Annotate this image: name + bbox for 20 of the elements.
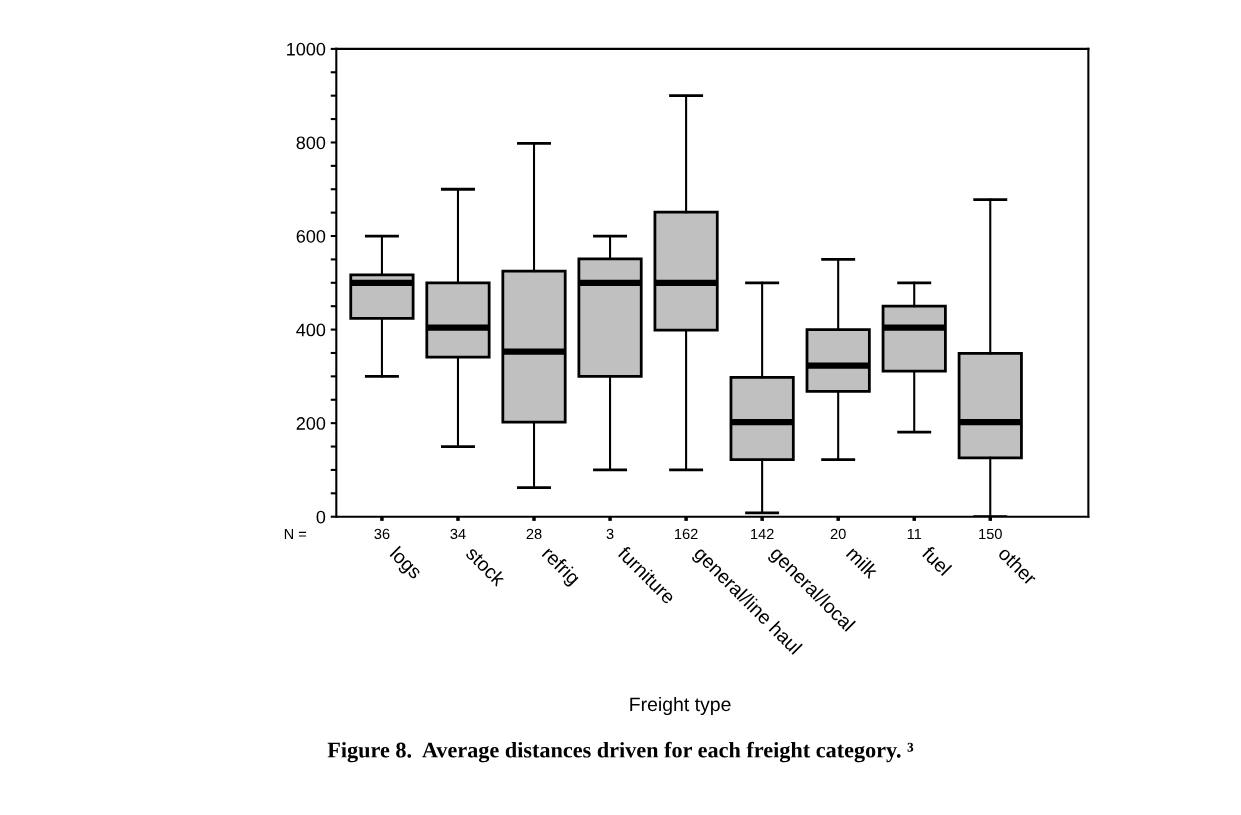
text: 142 [751,528,774,539]
x-tick-label: fuel [921,544,953,577]
text: N = [284,528,307,539]
text: 20 [830,528,846,540]
y-tick-label: 200 [296,417,326,430]
y-tick-label: 0 [316,510,326,524]
text: 162 [675,528,698,540]
text: 11 [907,528,922,539]
text: 36 [374,528,390,540]
y-tick-label: 600 [296,229,326,243]
y-tick-label: 800 [296,136,326,150]
x-axis-title: Freight type [630,696,731,716]
text: 150 [979,528,1002,540]
y-tick-label: 1000 [287,42,326,56]
text: 3 [606,528,614,540]
y-tick-label: 400 [296,323,326,337]
text: 28 [526,528,542,540]
x-tick-label: logs [386,545,424,583]
text: Figure 8. Average distances driven for each freight category. ³ [327,741,914,763]
text: 34 [450,528,466,540]
